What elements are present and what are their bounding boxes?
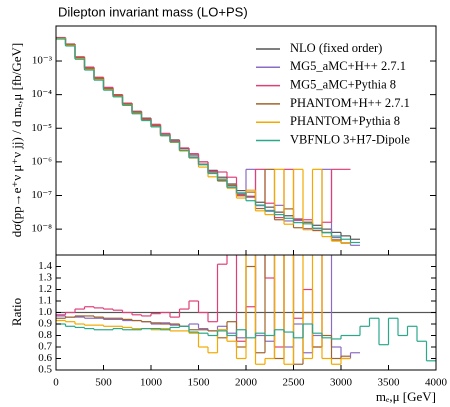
y-tick-label: 10⁻⁴ [31, 88, 52, 100]
ratio-panel [56, 255, 436, 365]
ratio-tick-label: 1.4 [38, 260, 52, 272]
ratio-tick-label: 0.7 [38, 341, 52, 353]
x-tick-label: 1500 [188, 377, 211, 389]
ratio-tick-label: 0.5 [38, 364, 52, 376]
legend-label: PHANTOM+H++ 2.7.1 [290, 96, 410, 110]
ratio-tick-label: 0.9 [38, 318, 52, 330]
x-tick-label: 4000 [425, 377, 448, 389]
x-tick-label: 3500 [378, 377, 401, 389]
x-axis-label: mₑ,μ [GeV] [376, 389, 436, 404]
legend-label: VBFNLO 3+H7-Dipole [290, 132, 410, 146]
ratio-tick-label: 0.6 [38, 352, 52, 364]
x-tick-label: 3000 [330, 377, 353, 389]
x-tick-label: 500 [95, 377, 112, 389]
x-tick-label: 2500 [283, 377, 306, 389]
main-panel [56, 36, 360, 246]
axes: 0 500 1000 1500 2000 2500 3000 3500 4000 10⁻⁸ 10⁻⁷… [31, 41, 447, 389]
y-tick-label: 10⁻⁸ [31, 223, 52, 235]
y-tick-label: 10⁻⁷ [31, 189, 52, 201]
chart-title: Dilepton invariant mass (LO+PS) [58, 4, 248, 19]
legend-label: MG5_aMC+H++ 2.7.1 [290, 59, 406, 73]
ratio-axis-label: Ratio [9, 298, 24, 326]
y-tick-label: 10⁻⁶ [31, 155, 52, 167]
ratio-tick-label: 1.1 [38, 295, 52, 307]
x-tick-label: 2000 [235, 377, 258, 389]
y-tick-label: 10⁻³ [32, 55, 53, 67]
ratio-frame [55, 254, 437, 371]
x-tick-label: 1000 [140, 377, 163, 389]
ratio-tick-label: 0.8 [38, 329, 52, 341]
legend-label: NLO (fixed order) [290, 41, 382, 55]
y-tick-label: 10⁻⁵ [31, 122, 52, 134]
ratio-tick-label: 1.3 [38, 272, 52, 284]
x-tick-label: 0 [53, 377, 59, 389]
legend-label: MG5_aMC+Pythia 8 [290, 77, 396, 91]
y-axis-label: dσ(pp→e⁺ν μ⁺ν jj) / d mₑ,μ [fb/GeV] [9, 43, 24, 238]
ratio-tick-label: 1.0 [38, 306, 52, 318]
ratio-tick-label: 1.2 [38, 283, 52, 295]
legend-label: PHANTOM+Pythia 8 [290, 114, 400, 128]
